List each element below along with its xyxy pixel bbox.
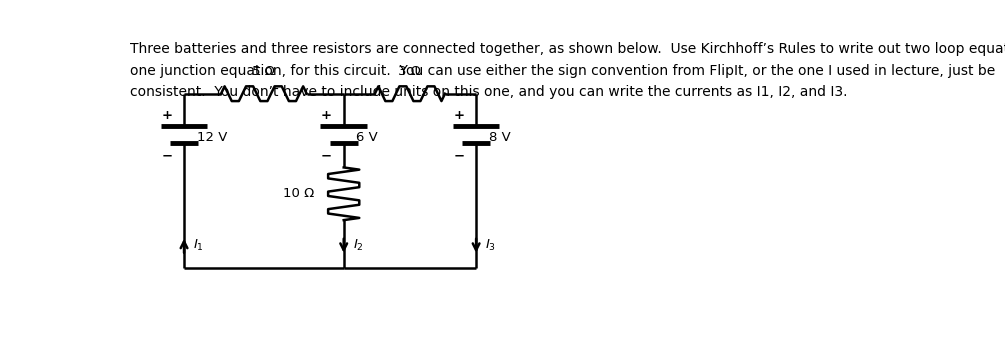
Text: $I_1$: $I_1$ bbox=[193, 238, 204, 253]
Text: +: + bbox=[453, 109, 464, 122]
Text: 6 V: 6 V bbox=[356, 131, 378, 144]
Text: −: − bbox=[162, 149, 173, 162]
Text: −: − bbox=[321, 149, 332, 162]
Text: $I_3$: $I_3$ bbox=[485, 238, 496, 253]
Text: 5 Ω: 5 Ω bbox=[252, 65, 275, 78]
Text: 12 V: 12 V bbox=[197, 131, 227, 144]
Text: 3 Ω: 3 Ω bbox=[398, 65, 421, 78]
Text: 10 Ω: 10 Ω bbox=[282, 187, 315, 200]
Text: Three batteries and three resistors are connected together, as shown below.  Use: Three batteries and three resistors are … bbox=[130, 42, 1005, 98]
Text: 8 V: 8 V bbox=[488, 131, 511, 144]
Text: +: + bbox=[162, 109, 173, 122]
Text: −: − bbox=[453, 149, 464, 162]
Text: +: + bbox=[321, 109, 332, 122]
Text: $I_2$: $I_2$ bbox=[353, 238, 364, 253]
